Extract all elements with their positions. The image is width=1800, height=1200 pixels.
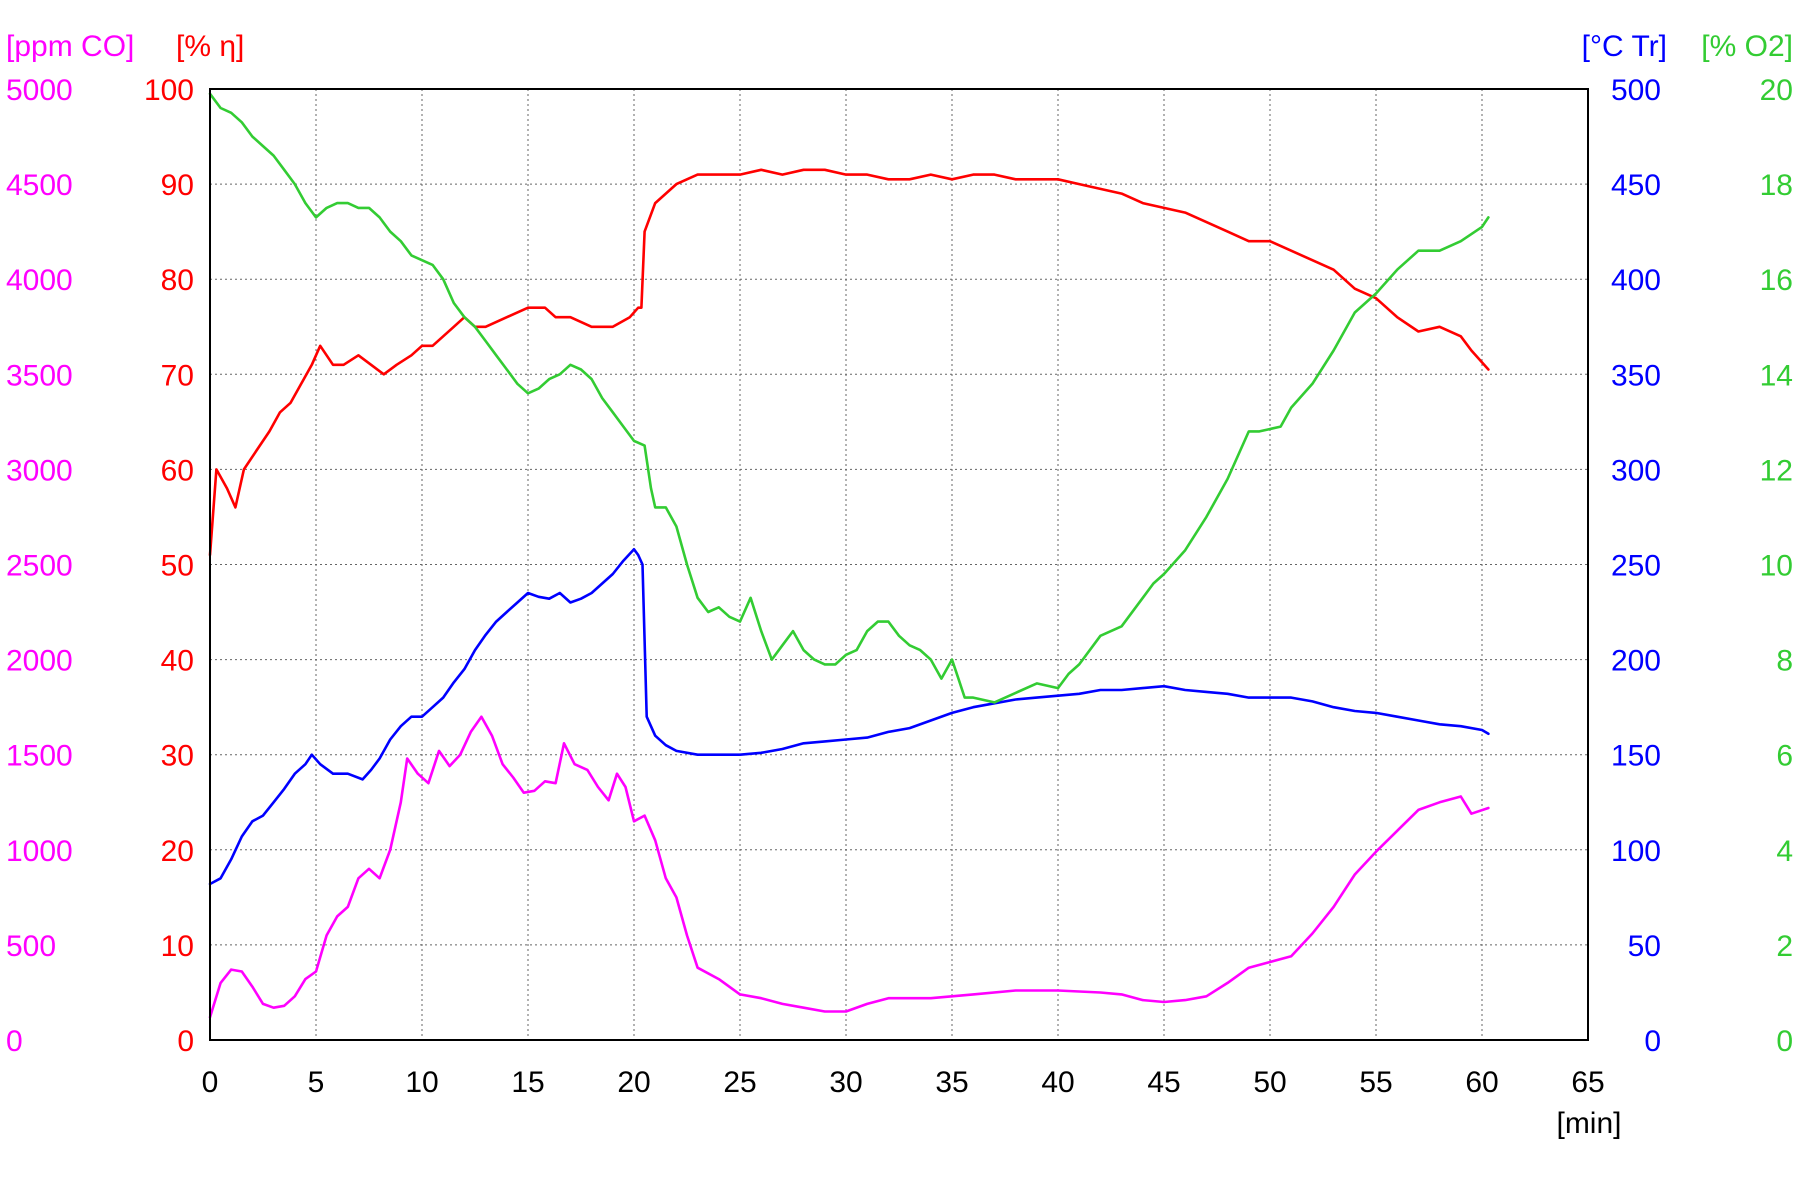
co-tick-label: 4000 xyxy=(6,264,73,297)
x-tick-label: 65 xyxy=(1571,1066,1604,1099)
co-tick-label: 1500 xyxy=(6,740,73,773)
x-tick-label: 35 xyxy=(935,1066,968,1099)
eta-tick-label: 10 xyxy=(161,930,194,963)
y-axis-ticks: 0500100015002000250030003500400045005000… xyxy=(6,74,1793,1058)
o2-tick-label: 4 xyxy=(1776,835,1793,868)
o2-tick-label: 6 xyxy=(1776,740,1793,773)
eta-tick-label: 40 xyxy=(161,645,194,678)
temp-tick-label: 300 xyxy=(1611,454,1661,487)
x-tick-label: 55 xyxy=(1359,1066,1392,1099)
co-tick-label: 0 xyxy=(6,1025,23,1058)
eta-tick-label: 90 xyxy=(161,169,194,202)
temp-tick-label: 200 xyxy=(1611,645,1661,678)
eta-tick-label: 80 xyxy=(161,264,194,297)
series-line-o2 xyxy=(208,92,1490,704)
o2-tick-label: 8 xyxy=(1776,645,1793,678)
plot-frame xyxy=(209,88,1589,1041)
co-tick-label: 3000 xyxy=(6,454,73,487)
x-tick-label: 15 xyxy=(511,1066,544,1099)
x-tick-label: 30 xyxy=(829,1066,862,1099)
co-tick-label: 2000 xyxy=(6,645,73,678)
x-tick-label: 60 xyxy=(1465,1066,1498,1099)
series-line-temp xyxy=(208,548,1490,886)
x-axis-unit-label: [min] xyxy=(1556,1107,1621,1140)
x-tick-label: 45 xyxy=(1147,1066,1180,1099)
co-tick-label: 1000 xyxy=(6,835,73,868)
temp-axis-label: [°C Tr] xyxy=(1582,30,1667,63)
o2-axis-label: [% O2] xyxy=(1701,30,1793,63)
series-line-co xyxy=(208,715,1490,1019)
o2-tick-label: 20 xyxy=(1760,74,1793,107)
o2-tick-label: 18 xyxy=(1760,169,1793,202)
series-line-eta xyxy=(208,168,1490,557)
x-tick-label: 5 xyxy=(308,1066,325,1099)
temp-tick-label: 150 xyxy=(1611,740,1661,773)
co-tick-label: 2500 xyxy=(6,550,73,583)
o2-tick-label: 14 xyxy=(1760,359,1793,392)
co-tick-label: 4500 xyxy=(6,169,73,202)
x-tick-label: 10 xyxy=(405,1066,438,1099)
eta-tick-label: 100 xyxy=(144,74,194,107)
temp-tick-label: 50 xyxy=(1628,930,1661,963)
temp-tick-label: 100 xyxy=(1611,835,1661,868)
grid xyxy=(210,89,1588,1040)
o2-tick-label: 16 xyxy=(1760,264,1793,297)
co-tick-label: 3500 xyxy=(6,359,73,392)
eta-axis-label: [% η] xyxy=(176,30,244,63)
o2-tick-label: 0 xyxy=(1776,1025,1793,1058)
eta-tick-label: 30 xyxy=(161,740,194,773)
eta-tick-label: 0 xyxy=(177,1025,194,1058)
x-tick-label: 20 xyxy=(617,1066,650,1099)
o2-tick-label: 2 xyxy=(1776,930,1793,963)
temp-tick-label: 0 xyxy=(1644,1025,1661,1058)
o2-tick-label: 12 xyxy=(1760,454,1793,487)
x-tick-label: 25 xyxy=(723,1066,756,1099)
temp-tick-label: 400 xyxy=(1611,264,1661,297)
eta-tick-label: 60 xyxy=(161,454,194,487)
temp-tick-label: 500 xyxy=(1611,74,1661,107)
eta-tick-label: 20 xyxy=(161,835,194,868)
o2-tick-label: 10 xyxy=(1760,550,1793,583)
x-tick-label: 50 xyxy=(1253,1066,1286,1099)
temp-tick-label: 250 xyxy=(1611,550,1661,583)
co-axis-label: [ppm CO] xyxy=(6,30,134,63)
temp-tick-label: 350 xyxy=(1611,359,1661,392)
co-tick-label: 500 xyxy=(6,930,56,963)
x-tick-label: 0 xyxy=(202,1066,219,1099)
eta-tick-label: 50 xyxy=(161,550,194,583)
x-tick-label: 40 xyxy=(1041,1066,1074,1099)
x-axis-ticks: 0 5 10 15 20 25 30 35 40 45 50 55 60 65 xyxy=(202,1066,1605,1099)
co-tick-label: 5000 xyxy=(6,74,73,107)
temp-tick-label: 450 xyxy=(1611,169,1661,202)
eta-tick-label: 70 xyxy=(161,359,194,392)
series-layer xyxy=(208,92,1490,1019)
